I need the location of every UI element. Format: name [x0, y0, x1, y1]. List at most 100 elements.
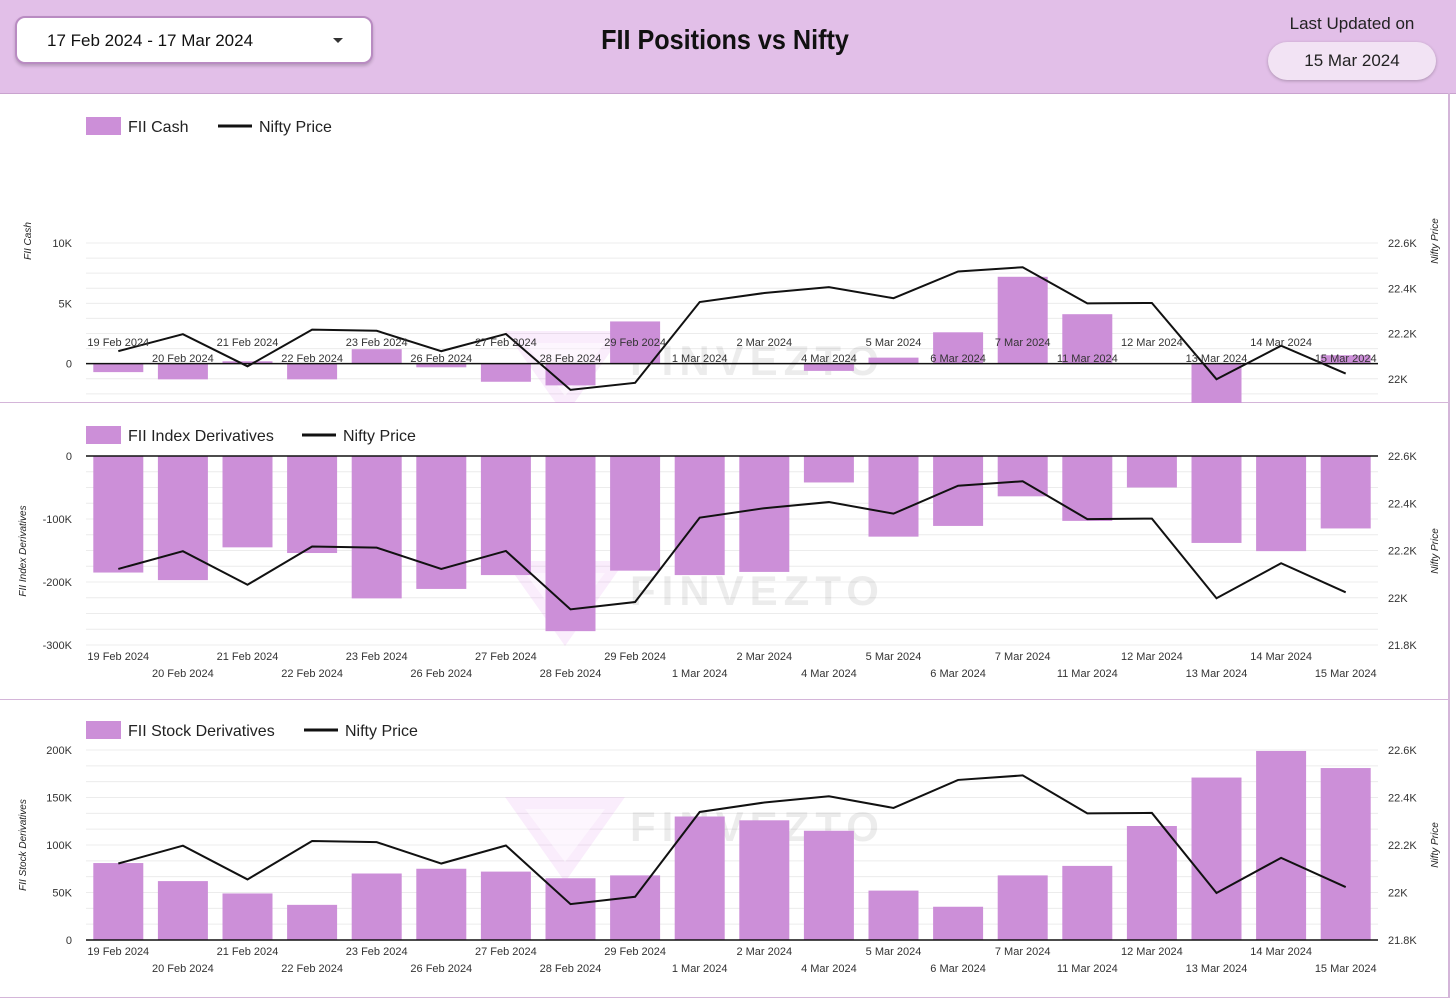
y-tick-label: -100K	[43, 514, 73, 526]
bar	[997, 875, 1048, 940]
y-axis-title: FII Stock Derivatives	[18, 799, 29, 891]
fii-cash-chart: FINVEZTO-5K05K10K21.8K22K22.2K22.4K22.6K…	[23, 117, 1441, 403]
bar	[416, 868, 467, 940]
date-range-picker[interactable]: 17 Feb 2024 - 17 Mar 2024	[15, 16, 373, 64]
y2-tick-label: 21.8K	[1388, 640, 1417, 652]
y2-tick-label: 22.4K	[1388, 498, 1417, 510]
x-tick-label: 7 Mar 2024	[995, 651, 1051, 663]
x-tick-label: 6 Mar 2024	[930, 353, 986, 365]
y-tick-label: 200K	[46, 745, 72, 757]
x-tick-label: 20 Feb 2024	[152, 353, 214, 365]
x-tick-label: 23 Feb 2024	[346, 946, 408, 958]
x-tick-label: 12 Mar 2024	[1121, 946, 1183, 958]
bar	[222, 456, 273, 548]
bar	[157, 456, 208, 581]
bar	[222, 893, 273, 940]
x-tick-label: 5 Mar 2024	[866, 337, 922, 349]
x-tick-label: 26 Feb 2024	[410, 353, 472, 365]
bar	[868, 357, 919, 364]
y2-tick-label: 22.6K	[1388, 745, 1417, 757]
fii-cash-legend: FII Cash Nifty Price	[86, 117, 332, 136]
legend-line-label: Nifty Price	[343, 428, 416, 445]
bar	[739, 456, 790, 572]
y2-tick-label: 22.6K	[1388, 238, 1417, 250]
legend-bar-label: FII Cash	[128, 119, 188, 136]
bar	[933, 456, 984, 526]
bar	[1126, 826, 1177, 940]
legend-line-label: Nifty Price	[259, 119, 332, 136]
y2-tick-label: 22K	[1388, 888, 1408, 900]
x-tick-label: 29 Feb 2024	[604, 946, 666, 958]
fii-index-derivatives-gridlines	[86, 455, 1378, 646]
bar	[803, 363, 854, 371]
x-tick-label: 15 Mar 2024	[1315, 668, 1377, 680]
y-tick-label: 50K	[52, 888, 72, 900]
x-tick-label: 7 Mar 2024	[995, 337, 1051, 349]
x-tick-label: 23 Feb 2024	[346, 651, 408, 663]
y2-tick-label: 22.2K	[1388, 840, 1417, 852]
x-tick-label: 21 Feb 2024	[217, 337, 279, 349]
nifty-price-line	[118, 774, 1347, 906]
last-updated-label: Last Updated on	[1289, 14, 1415, 33]
nifty-price-line	[118, 266, 1347, 391]
fii-stock-derivatives-chart-panel: FINVEZTO050K100K150K200K21.8K22K22.2K22.…	[0, 700, 1450, 998]
bar	[1062, 456, 1113, 521]
x-tick-label: 22 Feb 2024	[281, 668, 343, 680]
y2-tick-label: 22.2K	[1388, 546, 1417, 558]
nifty-price-line	[118, 480, 1347, 611]
y-tick-label: 0	[66, 935, 72, 947]
bar	[1320, 355, 1371, 364]
bar	[674, 816, 725, 940]
fii-stock-derivatives-legend: FII Stock Derivatives Nifty Price	[86, 721, 418, 740]
bar	[480, 456, 531, 576]
x-tick-label: 12 Mar 2024	[1121, 651, 1183, 663]
bar	[1062, 314, 1113, 364]
x-tick-label: 2 Mar 2024	[736, 337, 792, 349]
x-tick-label: 14 Mar 2024	[1250, 651, 1312, 663]
y2-tick-label: 22.4K	[1388, 283, 1417, 295]
x-tick-label: 26 Feb 2024	[410, 963, 472, 975]
y-tick-label: 0	[66, 359, 72, 371]
y-tick-label: -200K	[43, 577, 73, 589]
legend-bar-swatch	[86, 117, 121, 135]
watermark-text: FINVEZTO	[630, 567, 885, 614]
bar	[93, 456, 144, 573]
x-tick-label: 12 Mar 2024	[1121, 337, 1183, 349]
x-tick-label: 1 Mar 2024	[672, 353, 728, 365]
x-tick-label: 29 Feb 2024	[604, 337, 666, 349]
x-tick-label: 21 Feb 2024	[217, 651, 279, 663]
x-tick-label: 13 Mar 2024	[1186, 963, 1248, 975]
x-tick-label: 4 Mar 2024	[801, 668, 857, 680]
x-tick-label: 20 Feb 2024	[152, 668, 214, 680]
x-tick-label: 11 Mar 2024	[1057, 353, 1118, 365]
bar	[480, 363, 531, 382]
y2-tick-label: 22.6K	[1388, 451, 1417, 463]
legend-line-label: Nifty Price	[345, 723, 418, 740]
x-tick-label: 7 Mar 2024	[995, 946, 1051, 958]
fii-index-derivatives-legend: FII Index Derivatives Nifty Price	[86, 426, 416, 445]
dashboard-header: 17 Feb 2024 - 17 Mar 2024 FII Positions …	[0, 0, 1456, 94]
x-tick-label: 14 Mar 2024	[1250, 946, 1312, 958]
x-tick-label: 1 Mar 2024	[672, 668, 728, 680]
x-tick-label: 5 Mar 2024	[866, 651, 922, 663]
y-tick-label: 5K	[59, 298, 73, 310]
bar	[93, 363, 144, 373]
x-tick-label: 6 Mar 2024	[930, 963, 986, 975]
y2-tick-label: 22.2K	[1388, 329, 1417, 341]
x-tick-label: 11 Mar 2024	[1057, 668, 1118, 680]
y-tick-label: 0	[66, 451, 72, 463]
bar	[610, 875, 661, 940]
x-tick-label: 4 Mar 2024	[801, 963, 857, 975]
x-tick-label: 27 Feb 2024	[475, 651, 537, 663]
bar	[739, 820, 790, 940]
y-tick-label: 150K	[46, 793, 72, 805]
y2-axis-title: Nifty Price	[1430, 218, 1441, 264]
bar	[1062, 865, 1113, 940]
bar	[416, 363, 467, 368]
legend-bar-label: FII Index Derivatives	[128, 428, 274, 445]
fii-cash-bars	[93, 276, 1371, 403]
bar	[222, 361, 273, 364]
chevron-down-icon[interactable]	[333, 38, 343, 43]
x-tick-label: 28 Feb 2024	[540, 963, 602, 975]
bar	[933, 906, 984, 940]
